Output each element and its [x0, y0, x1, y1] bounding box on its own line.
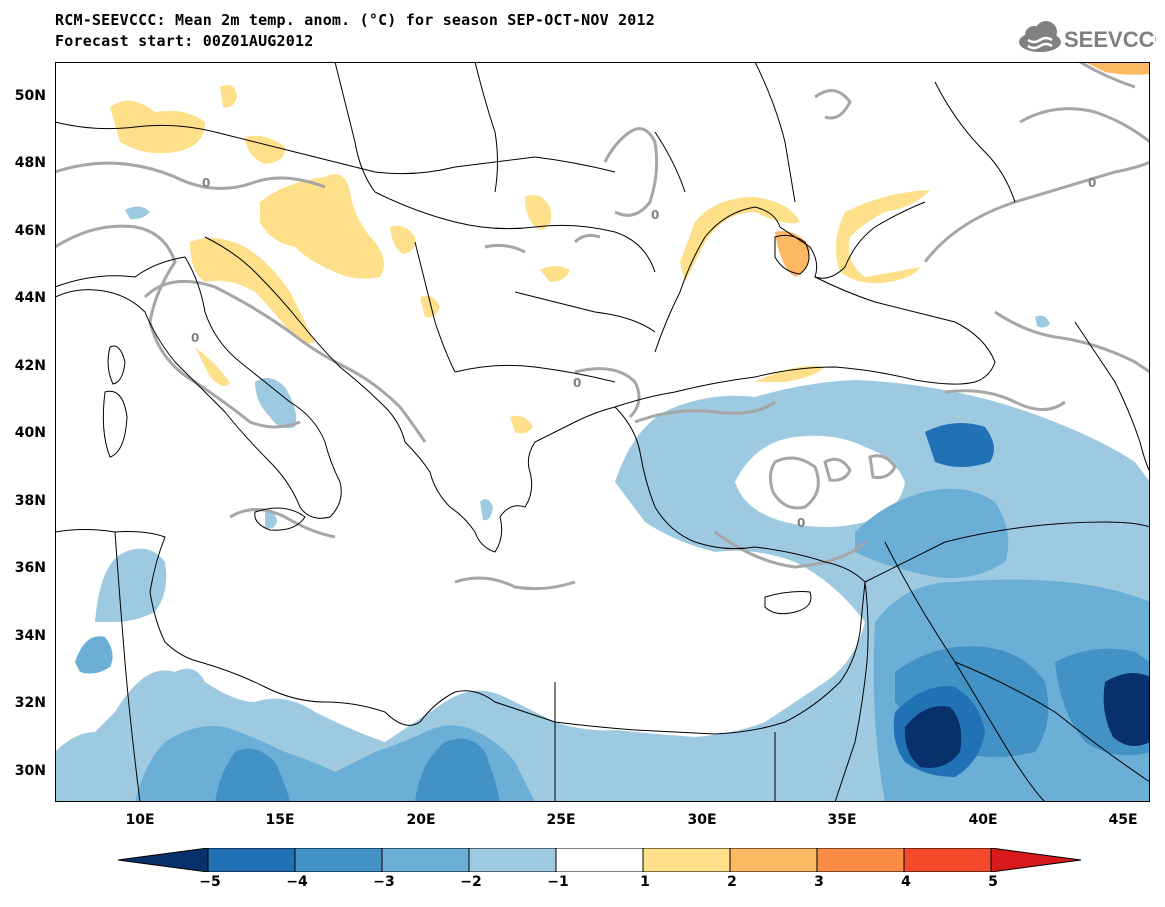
adriatic-coast-warm: [195, 347, 230, 386]
serbia-warm-patch-2: [420, 295, 440, 318]
lon-label-10e: 10E: [125, 812, 155, 828]
contour-label: 0: [797, 516, 805, 530]
lon-label-45e: 45E: [1108, 812, 1138, 828]
colorbar-label: −4: [286, 874, 308, 890]
libya-blue: [215, 748, 290, 802]
lat-label-48n: 48N: [14, 155, 46, 171]
lon-label-15e: 15E: [265, 812, 295, 828]
cold-anomaly-fills: [55, 206, 1150, 802]
crimea-warm: [775, 231, 810, 277]
lon-label-35e: 35E: [827, 812, 857, 828]
sicily-blue-patch: [265, 510, 277, 529]
lon-label-30e: 30E: [687, 812, 717, 828]
north-caspian-warm: [1085, 62, 1150, 75]
colorbar-min-triangle: [118, 848, 209, 872]
colorbar-segment: [294, 848, 383, 872]
lat-label-44n: 44N: [14, 290, 46, 306]
hungary-warm-patch: [260, 174, 384, 279]
colorbar-segment: [729, 848, 818, 872]
lat-label-36n: 36N: [14, 560, 46, 576]
czech-warm-patch: [220, 84, 237, 108]
plot-title: RCM-SEEVCCC: Mean 2m temp. anom. (°C) fo…: [55, 10, 655, 52]
anatolia-white-interior: [735, 435, 905, 527]
seevccc-logo: SEEVCCC: [1019, 21, 1156, 52]
greece-warm-patch: [510, 415, 533, 434]
map-area: 0 0 0 0 0 0: [55, 62, 1150, 802]
colorbar-label: 1: [640, 874, 650, 890]
colorbar-segment: [642, 848, 731, 872]
lat-label-32n: 32N: [14, 695, 46, 711]
lat-label-42n: 42N: [14, 358, 46, 374]
lat-label-34n: 34N: [14, 628, 46, 644]
cloud-icon: [1019, 21, 1061, 52]
tunisia-blue: [95, 548, 167, 622]
iraq-darkest-blue: [1103, 673, 1150, 746]
germany-warm-patch: [110, 100, 205, 154]
colorbar-label: 3: [814, 874, 824, 890]
coastlines: [55, 62, 1150, 802]
austria-warm-patch: [245, 135, 286, 164]
alps-blue-patch: [125, 206, 150, 220]
contour-label: 0: [573, 376, 581, 390]
map-svg: 0 0 0 0 0 0: [55, 62, 1150, 802]
logo-text: SEEVCCC: [1064, 27, 1156, 52]
contour-label: 0: [1088, 176, 1096, 190]
tunisia-dark-blue: [75, 636, 113, 674]
contour-labels: 0 0 0 0 0 0: [191, 176, 1096, 530]
lat-label-38n: 38N: [14, 493, 46, 509]
warm-anomaly-fills: [110, 62, 1150, 434]
contour-label: 0: [191, 331, 199, 345]
greece-blue-patch: [480, 498, 493, 521]
colorbar-label: 5: [988, 874, 998, 890]
romania-warm-patch: [525, 194, 552, 230]
caucasus-dark-blue: [925, 423, 994, 467]
east-turkey-mid-blue: [855, 488, 1009, 578]
turkey-north-coast-warm: [755, 366, 825, 382]
italy-blue-patch: [255, 378, 297, 429]
colorbar-segment: [816, 848, 905, 872]
colorbar-segment: [381, 848, 470, 872]
contour-label: 0: [202, 176, 210, 190]
lat-label-30n: 30N: [14, 763, 46, 779]
jordan-darkest-blue: [904, 706, 962, 768]
colorbar-segment: [555, 848, 644, 872]
cyrenaica-blue: [415, 738, 500, 802]
colorbar-max-triangle: [990, 848, 1082, 872]
romania-warm-patch-2: [540, 266, 570, 282]
croatia-warm-patch: [190, 238, 315, 344]
colorbar-label: −5: [199, 874, 221, 890]
colorbar-label: −1: [547, 874, 569, 890]
colorbar-label: 4: [901, 874, 911, 890]
zero-contours: [55, 62, 1150, 591]
colorbar-label: 2: [727, 874, 737, 890]
title-line-1: RCM-SEEVCCC: Mean 2m temp. anom. (°C) fo…: [55, 11, 655, 29]
contour-label: 0: [651, 208, 659, 222]
lat-label-40n: 40N: [14, 425, 46, 441]
colorbar: [118, 848, 1082, 872]
colorbar-segments: [118, 848, 1082, 872]
black-sea-north-coast-warm: [680, 197, 800, 282]
caspian-blue-patch: [1035, 315, 1050, 328]
colorbar-label: −3: [373, 874, 395, 890]
azov-warm: [836, 190, 930, 284]
colorbar-label: −2: [460, 874, 482, 890]
colorbar-segment: [903, 848, 992, 872]
lon-label-40e: 40E: [968, 812, 998, 828]
serbia-warm-patch: [390, 225, 416, 254]
lat-label-46n: 46N: [14, 223, 46, 239]
colorbar-segment: [207, 848, 296, 872]
title-line-2: Forecast start: 00Z01AUG2012: [55, 32, 314, 50]
lat-label-50n: 50N: [14, 88, 46, 104]
lon-label-25e: 25E: [546, 812, 576, 828]
lon-label-20e: 20E: [406, 812, 436, 828]
colorbar-segment: [468, 848, 557, 872]
